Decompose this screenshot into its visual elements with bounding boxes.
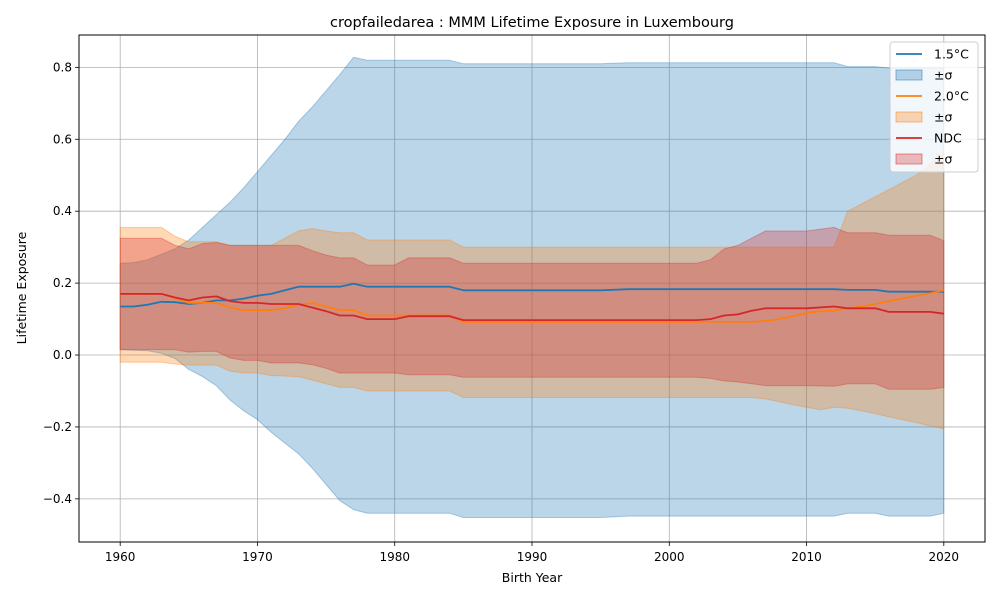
x-tick-label: 1970 xyxy=(242,550,273,564)
y-axis-ticks: −0.4 −0.2 0.0 0.2 0.4 0.6 0.8 xyxy=(43,60,79,506)
chart-title: cropfailedarea : MMM Lifetime Exposure i… xyxy=(330,15,734,31)
legend-series-label: NDC xyxy=(934,131,962,146)
legend-box xyxy=(889,41,979,173)
legend-series-label: 2.0°C xyxy=(934,89,969,104)
legend-band-swatch xyxy=(895,153,923,165)
x-axis-ticks: 1960 1970 1980 1990 2000 2010 2020 xyxy=(105,542,959,564)
line-0 xyxy=(120,282,944,308)
legend-series-label: 1.5°C xyxy=(934,47,969,62)
line-2 xyxy=(120,292,944,322)
band-1 xyxy=(119,152,945,430)
x-axis-label: Birth Year xyxy=(502,570,563,585)
x-tick-label: 2000 xyxy=(654,550,685,564)
x-tick-label: 2020 xyxy=(929,550,960,564)
x-tick-label: 1990 xyxy=(517,550,548,564)
x-tick-label: 1980 xyxy=(379,550,410,564)
legend-band-swatch xyxy=(895,111,923,123)
legend-band-label: ±σ xyxy=(934,152,952,167)
x-tick-label: 1960 xyxy=(105,550,136,564)
legend: 1.5°C ±σ 2.0°C ±σ NDC ±σ xyxy=(889,41,979,173)
x-tick-label: 2010 xyxy=(791,550,822,564)
uncertainty-bands xyxy=(119,56,945,518)
legend-band-swatch xyxy=(895,69,923,81)
grid-lines xyxy=(79,35,985,542)
legend-band-label: ±σ xyxy=(934,110,952,125)
y-tick-label: 0.2 xyxy=(53,276,72,290)
y-tick-label: 0.0 xyxy=(53,348,72,362)
series-lines xyxy=(120,282,944,323)
y-axis-label: Lifetime Exposure xyxy=(14,231,29,344)
y-tick-label: 0.6 xyxy=(53,132,72,146)
band-0 xyxy=(119,56,945,518)
y-tick-label: 0.4 xyxy=(53,204,72,218)
band-2 xyxy=(119,226,945,390)
y-tick-label: 0.8 xyxy=(53,60,72,74)
legend-band-label: ±σ xyxy=(934,68,952,83)
y-tick-label: −0.4 xyxy=(43,492,72,506)
y-tick-label: −0.2 xyxy=(43,420,72,434)
